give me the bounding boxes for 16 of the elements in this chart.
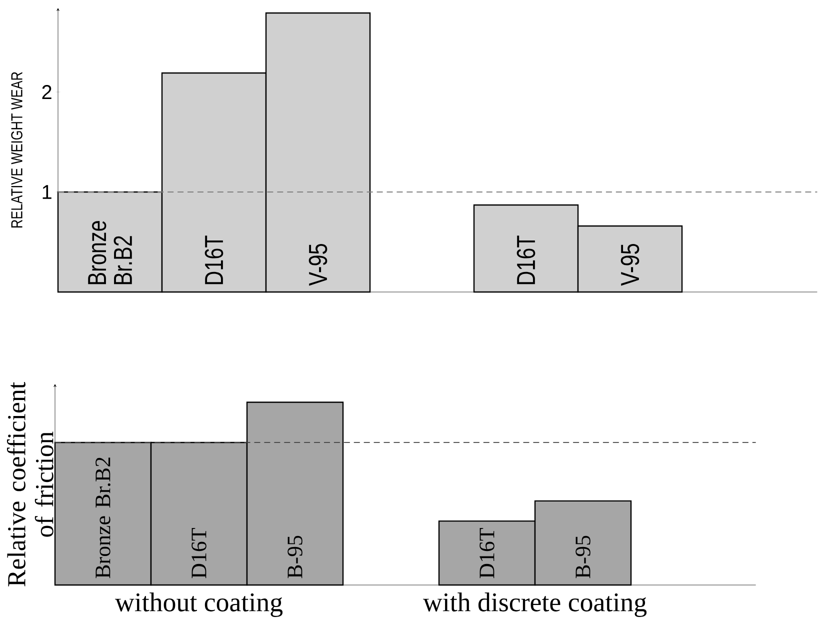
category-label: D16T xyxy=(192,528,206,578)
category-label: Bronze Br.B2 xyxy=(88,221,132,284)
category-label: B-95 xyxy=(576,536,590,578)
category-label: Bronze Br.B2 xyxy=(96,458,110,578)
category-label: D16T xyxy=(516,236,536,284)
y-axis-title: RELATIVE WEIGHT WEAR xyxy=(11,72,22,228)
y-tick-label: 2 xyxy=(42,85,52,99)
category-label: V-95 xyxy=(620,244,640,286)
y-axis-title: Relative coefficient of friction xyxy=(6,382,54,586)
category-label: D16T xyxy=(204,236,224,284)
y-tick-label: 1 xyxy=(42,185,52,199)
category-label: B-95 xyxy=(288,536,302,578)
category-label: D16T xyxy=(480,528,494,578)
text: without coating xyxy=(114,592,283,617)
text: with discrete coating xyxy=(422,592,647,617)
category-label: V-95 xyxy=(308,244,328,286)
